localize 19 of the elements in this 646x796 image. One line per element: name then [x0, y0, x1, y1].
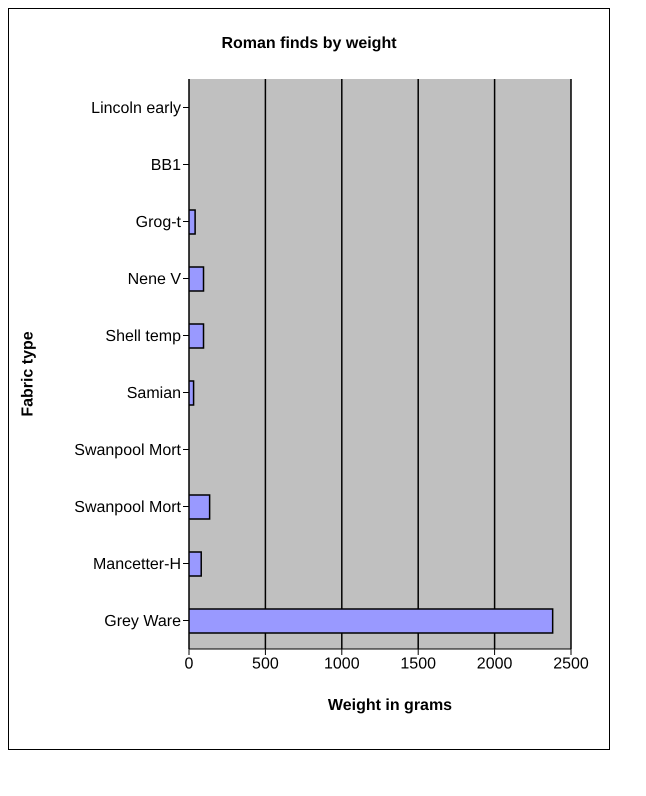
- y-tick-label: Nene V: [128, 271, 182, 288]
- y-tick-label: Grey Ware: [104, 613, 182, 630]
- x-tick-label: 1500: [400, 655, 436, 672]
- x-tick-label: 2000: [476, 655, 512, 672]
- y-tick-label: BB1: [150, 157, 182, 174]
- x-axis-title: Weight in grams: [326, 697, 454, 715]
- x-tick-label: 0: [184, 655, 194, 672]
- y-tick-label: Swanpool Mort: [74, 499, 182, 516]
- y-axis-title: Fabric type: [20, 331, 38, 417]
- chart-title: Roman finds by weight: [220, 35, 398, 53]
- x-tick-label: 2500: [553, 655, 589, 672]
- y-tick-label: Shell temp: [105, 328, 182, 346]
- y-tick-label: Swanpool Mort: [74, 442, 182, 460]
- x-tick-label: 500: [252, 655, 279, 672]
- y-tick-label: Mancetter-H: [92, 556, 181, 574]
- y-tick-label: Grog-t: [136, 214, 182, 232]
- y-tick-label: Samian: [126, 385, 181, 402]
- y-tick-label: Lincoln early: [91, 100, 181, 118]
- x-tick-label: 1000: [324, 655, 360, 672]
